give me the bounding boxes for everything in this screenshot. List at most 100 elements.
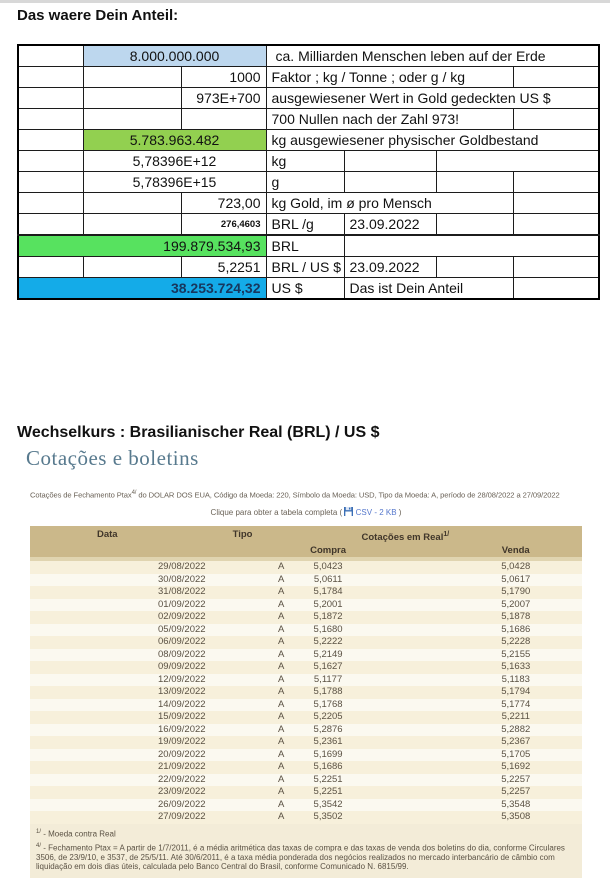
cell-date: 26/09/2022 — [158, 798, 206, 810]
column-header-venda: Venda — [501, 545, 530, 556]
footnote-1: 1/ - Moeda contra Real — [36, 828, 116, 839]
table-row: 02/09/2022 A 5,1872 5,1878 — [30, 611, 582, 624]
cell-date: 31/08/2022 — [158, 586, 206, 597]
table-row: 29/08/2022 A 5,0423 5,0428 — [30, 561, 582, 574]
cell-venda: 5,1794 — [501, 686, 531, 697]
csv-link[interactable]: CSV - 2 KB — [355, 508, 397, 517]
cell-tipo: A — [277, 723, 285, 735]
sheet-cell — [180, 108, 267, 130]
sheet-cell: 276,4603 — [180, 213, 267, 236]
sheet-cell — [17, 44, 84, 67]
cell-venda: 5,1705 — [501, 748, 531, 760]
sheet-cell — [82, 66, 182, 88]
sheet-cell — [17, 150, 84, 172]
sheet-cell — [512, 256, 600, 278]
sheet-cell — [17, 192, 84, 214]
table-row: 30/08/2022 A 5,0611 5,0617 — [30, 573, 582, 586]
sheet-cell — [82, 87, 182, 109]
page-title: Das waere Dein Anteil: — [17, 7, 179, 24]
table-row: 15/09/2022 A 5,2205 5,2211 — [30, 711, 582, 724]
cell-venda: 5,1183 — [501, 673, 530, 685]
sheet-cell — [17, 171, 84, 193]
table-row: 16/09/2022 A 5,2876 5,2882 — [30, 723, 582, 736]
cell-tipo: A — [277, 686, 285, 697]
cotacoes-superscript: 1/ — [443, 531, 450, 538]
cell-tipo: A — [277, 623, 285, 635]
spreadsheet-table: 8.000.000.000 ca. Milliarden Menschen leb… — [17, 44, 601, 300]
ptax-meta-line: Cotações de Fechamento Ptax4/ do DOLAR D… — [30, 490, 609, 500]
sheet-cell: 38.253.724,32 — [17, 277, 267, 300]
cell-date: 08/09/2022 — [158, 648, 206, 660]
cell-date: 15/09/2022 — [158, 711, 206, 722]
sheet-cell — [435, 171, 514, 193]
sheet-cell — [343, 150, 437, 172]
cell-date: 21/09/2022 — [158, 761, 206, 772]
sheet-cell — [82, 213, 182, 236]
cell-compra: 5,2361 — [313, 736, 343, 747]
cell-venda: 5,2882 — [501, 723, 531, 735]
cell-tipo: A — [277, 736, 285, 747]
cell-date: 23/09/2022 — [158, 786, 206, 797]
sheet-cell — [17, 87, 84, 109]
sheet-cell: 8.000.000.000 — [82, 44, 267, 67]
cell-venda: 5,0428 — [501, 561, 531, 572]
sheet-cell — [512, 108, 600, 130]
cell-tipo: A — [277, 798, 285, 810]
cell-tipo: A — [277, 711, 285, 722]
ptax-footnotes: 1/ - Moeda contra Real 4/ - Fechamento P… — [30, 823, 582, 878]
column-header-cotacoes: Cotações em Real1/ — [361, 531, 450, 544]
cell-date: 01/09/2022 — [158, 598, 206, 610]
sheet-cell: 723,00 — [180, 192, 267, 214]
cell-date: 14/09/2022 — [158, 698, 206, 710]
meta-prefix: Cotações de Fechamento Ptax — [30, 490, 132, 500]
column-header-data: Data — [96, 529, 118, 540]
cell-tipo: A — [277, 748, 285, 760]
cell-compra: 5,1686 — [313, 761, 343, 772]
sheet-cell: Das ist Dein Anteil — [343, 277, 514, 300]
cell-date: 20/09/2022 — [158, 748, 206, 760]
sheet-cell — [343, 171, 437, 193]
download-suffix: ) — [396, 508, 402, 517]
sheet-cell — [512, 66, 600, 88]
cell-compra: 5,2251 — [313, 786, 343, 797]
cell-venda: 5,0617 — [501, 573, 531, 585]
cell-venda: 5,3508 — [501, 811, 531, 822]
cell-compra: 5,2149 — [313, 648, 343, 660]
ptax-table: Data Tipo Cotações em Real1/ Compra Vend… — [30, 526, 582, 878]
cell-venda: 5,2257 — [501, 773, 531, 785]
sheet-cell — [512, 171, 600, 193]
table-row: 31/08/2022 A 5,1784 5,1790 — [30, 586, 582, 599]
sheet-cell: 199.879.534,93 — [17, 234, 267, 257]
cell-tipo: A — [277, 786, 285, 797]
table-row: 14/09/2022 A 5,1768 5,1774 — [30, 698, 582, 711]
cell-date: 22/09/2022 — [158, 773, 206, 785]
cell-venda: 5,2228 — [501, 636, 531, 647]
cotacoes-heading: Cotações e boletins — [26, 446, 199, 470]
sheet-cell: 700 Nullen nach der Zahl 973! — [265, 108, 514, 130]
column-header-tipo: Tipo — [232, 529, 253, 540]
cell-date: 06/09/2022 — [158, 636, 206, 647]
cell-venda: 5,2367 — [501, 736, 531, 747]
meta-rest: do DOLAR DOS EUA, Código da Moeda: 220, … — [136, 490, 560, 500]
table-row: 23/09/2022 A 5,2251 5,2257 — [30, 786, 582, 799]
cell-compra: 5,1177 — [313, 673, 343, 685]
cell-compra: 5,2205 — [313, 711, 343, 722]
cell-venda: 5,2155 — [501, 648, 531, 660]
table-row: 08/09/2022 A 5,2149 5,2155 — [30, 648, 582, 661]
table-row: 13/09/2022 A 5,1788 5,1794 — [30, 686, 582, 699]
sheet-cell: BRL / US $ — [265, 256, 345, 278]
table-row: 27/09/2022 A 5,3502 5,3508 — [30, 811, 582, 824]
cell-tipo: A — [277, 636, 285, 647]
table-row: 05/09/2022 A 5,1680 5,1686 — [30, 623, 582, 636]
sheet-cell — [82, 256, 182, 278]
cell-venda: 5,1686 — [501, 623, 531, 635]
table-row: 22/09/2022 A 5,2251 5,2257 — [30, 773, 582, 786]
cell-compra: 5,2876 — [313, 723, 343, 735]
sheet-cell: 5.783.963.482 — [82, 129, 267, 151]
cell-venda: 5,1633 — [501, 661, 531, 672]
table-row: 01/09/2022 A 5,2001 5,2007 — [30, 598, 582, 611]
floppy-disk-icon — [344, 507, 354, 518]
sheet-cell: g — [265, 171, 345, 193]
cell-compra: 5,1627 — [313, 661, 343, 672]
sheet-cell: 5,78396E+15 — [82, 171, 267, 193]
